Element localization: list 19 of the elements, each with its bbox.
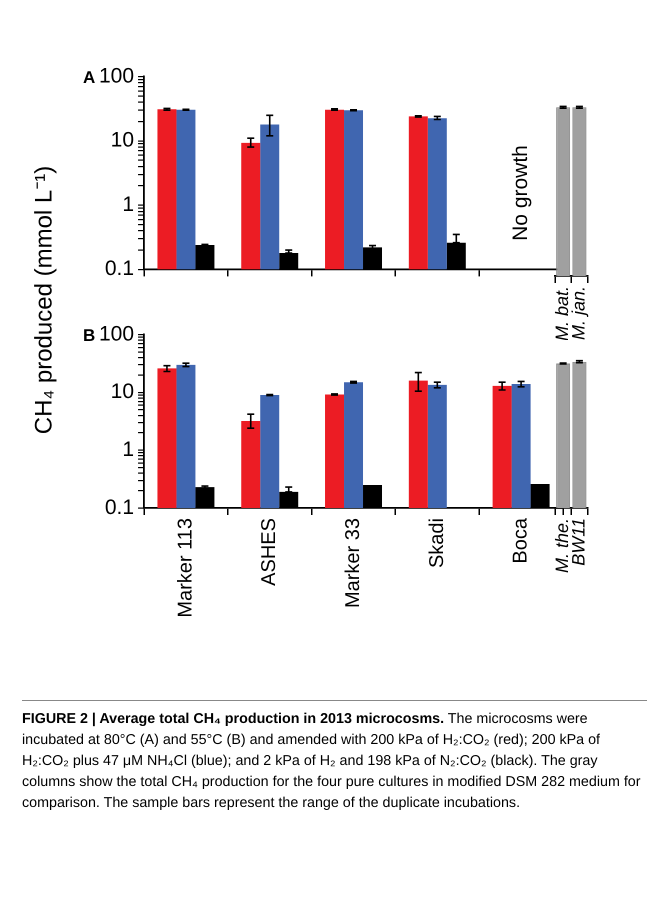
x-tick-label: Marker 33: [342, 518, 364, 608]
chart-title: B: [83, 326, 96, 346]
y-tick-label: 10: [110, 128, 134, 152]
y-tick-label: 100: [98, 322, 134, 346]
chart-title: A: [83, 68, 96, 88]
caption: FIGURE 2 | Average total CH₄ production in 2013 microcosms.: [22, 711, 444, 727]
x-tick-label: Boca: [510, 517, 532, 564]
y-tick-label: 0.1: [104, 496, 134, 519]
y-tick-label: 100: [98, 64, 134, 88]
y-tick-label: 0.1: [104, 257, 134, 280]
x-tick-label: Skadi: [426, 518, 448, 568]
annotation: No growth: [508, 145, 532, 241]
y-tick-label: 1: [122, 192, 134, 216]
x-tick-label: Marker 113: [174, 518, 196, 618]
x-tick-label: ASHES: [258, 518, 280, 586]
x-tick-label: M. jan.: [568, 286, 588, 340]
y-tick-label: 1: [122, 438, 134, 461]
y-tick-label: 10: [110, 380, 134, 404]
y-axis-title: CH₄ produced (mmol L⁻¹): [30, 166, 58, 434]
